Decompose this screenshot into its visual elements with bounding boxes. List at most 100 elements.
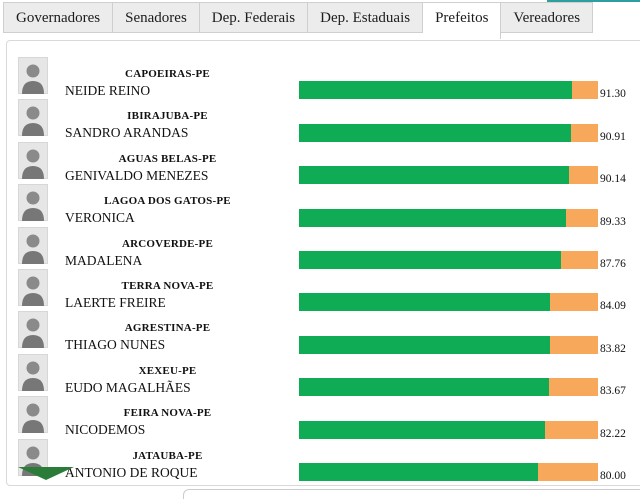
person-silhouette-icon (18, 99, 48, 137)
scroll-down-arrow-icon[interactable] (18, 467, 74, 480)
bar-column: 90.14 (299, 142, 626, 186)
tab-label: Vereadores (513, 10, 581, 26)
score-bar-green (299, 208, 567, 227)
score-bar[interactable] (299, 335, 598, 354)
tab-vereadores[interactable]: Vereadores (501, 2, 594, 33)
score-bar[interactable] (299, 462, 598, 481)
mayor-row[interactable]: TERRA NOVA-PE LAERTE FREIRE 84.09 (7, 268, 640, 312)
mayor-name: EUDO MAGALHÃES (65, 379, 191, 395)
score-bar-orange (568, 166, 598, 185)
mayor-photo (18, 184, 48, 222)
mayor-text: ARCOVERDE-PE MADALENA (65, 227, 270, 269)
bar-column: 91.30 (299, 57, 626, 101)
score-bar-orange (561, 250, 598, 269)
mayor-photo (18, 57, 48, 94)
city-label: AGUAS BELAS-PE (118, 152, 217, 165)
mayor-row[interactable]: ARCOVERDE-PE MADALENA 87.76 (7, 226, 640, 270)
tab-bar: Governadores Senadores Dep. Federais Dep… (3, 2, 594, 39)
mayor-name: NEIDE REINO (65, 83, 151, 98)
score-bar-orange (538, 462, 598, 481)
city-label: ARCOVERDE-PE (121, 237, 213, 250)
mayor-row[interactable]: FEIRA NOVA-PE NICODEMOS 82.22 (7, 396, 640, 440)
tab-label: Senadores (125, 10, 187, 26)
bar-column: 89.33 (299, 184, 626, 228)
tab-label: Dep. Estaduais (320, 10, 411, 26)
results-panel: CAPOEIRAS-PE NEIDE REINO 91.30 IBIRAJUBA… (6, 40, 640, 486)
mayor-row[interactable]: AGRESTINA-PE THIAGO NUNES 83.82 (7, 311, 640, 355)
score-value: 89.33 (600, 215, 626, 228)
mayor-photo (18, 396, 48, 434)
teal-top-strip (547, 0, 640, 2)
score-bar-green (299, 378, 550, 397)
mayor-text: IBIRAJUBA-PE SANDRO ARANDAS (65, 99, 270, 141)
bar-column: 82.22 (299, 396, 626, 440)
score-bar[interactable] (299, 293, 598, 312)
score-bar[interactable] (299, 81, 598, 100)
mayor-row[interactable]: XEXEU-PE EUDO MAGALHÃES 83.67 (7, 353, 640, 398)
mayors-list: CAPOEIRAS-PE NEIDE REINO 91.30 IBIRAJUBA… (7, 41, 640, 482)
score-value: 90.14 (600, 173, 626, 186)
mayor-photo (18, 353, 48, 391)
score-bar-green (299, 123, 571, 142)
score-bar-green (299, 81, 572, 100)
score-value: 90.91 (600, 130, 626, 143)
bar-column: 83.82 (299, 311, 626, 355)
mayor-text: XEXEU-PE EUDO MAGALHÃES (65, 354, 270, 396)
score-value: 83.82 (600, 342, 626, 355)
city-label: IBIRAJUBA-PE (127, 110, 208, 123)
mayor-row[interactable]: AGUAS BELAS-PE GENIVALDO MENEZES 90.14 (7, 141, 640, 186)
score-bar-green (299, 250, 562, 269)
city-label: TERRA NOVA-PE (121, 279, 214, 292)
person-silhouette-icon (18, 396, 48, 434)
mayor-text: LAGOA DOS GATOS-PE VERONICA (65, 184, 270, 226)
score-bar-orange (566, 208, 598, 227)
tab-senadores[interactable]: Senadores (113, 2, 200, 33)
score-bar[interactable] (299, 123, 598, 142)
mayor-row[interactable]: LAGOA DOS GATOS-PE VERONICA 89.33 (7, 184, 640, 228)
mayor-name: THIAGO NUNES (65, 337, 166, 353)
score-value: 91.30 (600, 88, 626, 101)
person-silhouette-icon (18, 268, 48, 306)
person-silhouette-icon (18, 353, 48, 391)
mayor-row[interactable]: CAPOEIRAS-PE NEIDE REINO 91.30 (7, 57, 640, 101)
tab-prefeitos[interactable]: Prefeitos (423, 2, 502, 39)
score-bar-orange (550, 293, 598, 312)
score-bar[interactable] (299, 166, 598, 185)
score-bar-orange (571, 81, 598, 100)
tab-dep-estaduais[interactable]: Dep. Estaduais (308, 2, 424, 33)
tab-label: Prefeitos (435, 10, 489, 26)
tab-governadores[interactable]: Governadores (3, 2, 114, 33)
city-label: FEIRA NOVA-PE (123, 407, 212, 420)
score-bar-orange (549, 378, 598, 397)
mayor-photo (18, 268, 48, 306)
score-bar-green (299, 462, 539, 481)
tab-dep-federais[interactable]: Dep. Federais (199, 2, 309, 33)
city-label: JATAUBA-PE (132, 449, 203, 462)
mayor-row[interactable]: JATAUBA-PE ANTONIO DE ROQUE 80.00 (7, 438, 640, 482)
mayor-row[interactable]: IBIRAJUBA-PE SANDRO ARANDAS 90.91 (7, 99, 640, 143)
score-value: 82.22 (600, 427, 626, 440)
mayor-text: AGUAS BELAS-PE GENIVALDO MENEZES (65, 142, 270, 184)
mayor-name: GENIVALDO MENEZES (65, 167, 209, 183)
score-bar-green (299, 335, 550, 354)
score-bar-green (299, 166, 569, 185)
mayor-photo (18, 99, 48, 137)
score-bar[interactable] (299, 420, 598, 439)
score-bar[interactable] (299, 378, 598, 397)
mayor-name: ANTONIO DE ROQUE (65, 464, 198, 480)
person-silhouette-icon (18, 311, 48, 349)
mayor-text: CAPOEIRAS-PE NEIDE REINO (65, 57, 270, 99)
score-bar-green (299, 420, 545, 439)
mayor-name: SANDRO ARANDAS (65, 125, 189, 141)
score-value: 83.67 (600, 385, 626, 398)
city-label: LAGOA DOS GATOS-PE (104, 195, 231, 208)
score-bar[interactable] (299, 250, 598, 269)
tab-label: Governadores (16, 10, 101, 26)
score-bar-orange (570, 123, 598, 142)
bar-column: 87.76 (299, 227, 626, 270)
person-silhouette-icon (18, 184, 48, 222)
city-label: CAPOEIRAS-PE (125, 68, 210, 80)
score-bar[interactable] (299, 208, 598, 227)
score-bar-green (299, 293, 551, 312)
mayor-name: VERONICA (65, 210, 135, 226)
